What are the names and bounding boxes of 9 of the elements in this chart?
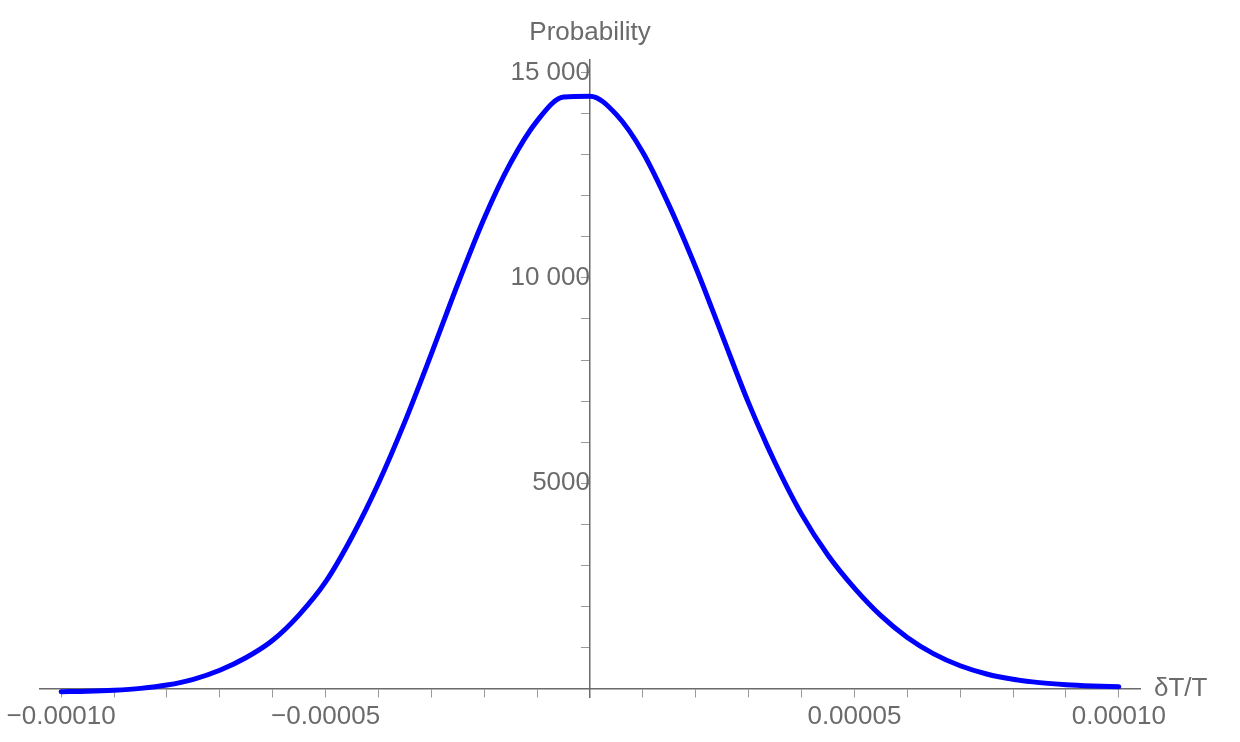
x-tick-label: 0.00010 bbox=[1071, 699, 1166, 730]
y-tick-label: 15 000 bbox=[510, 55, 590, 86]
x-tick-label: 0.00005 bbox=[807, 699, 902, 730]
x-tick-label: −0.00005 bbox=[270, 699, 381, 730]
y-axis-title: Probability bbox=[529, 16, 651, 47]
y-tick-label: 5000 bbox=[532, 466, 590, 497]
x-axis-title: δT/T bbox=[1154, 671, 1208, 702]
x-tick-label: −0.00010 bbox=[6, 699, 116, 730]
y-tick-label: 10 000 bbox=[510, 260, 590, 291]
